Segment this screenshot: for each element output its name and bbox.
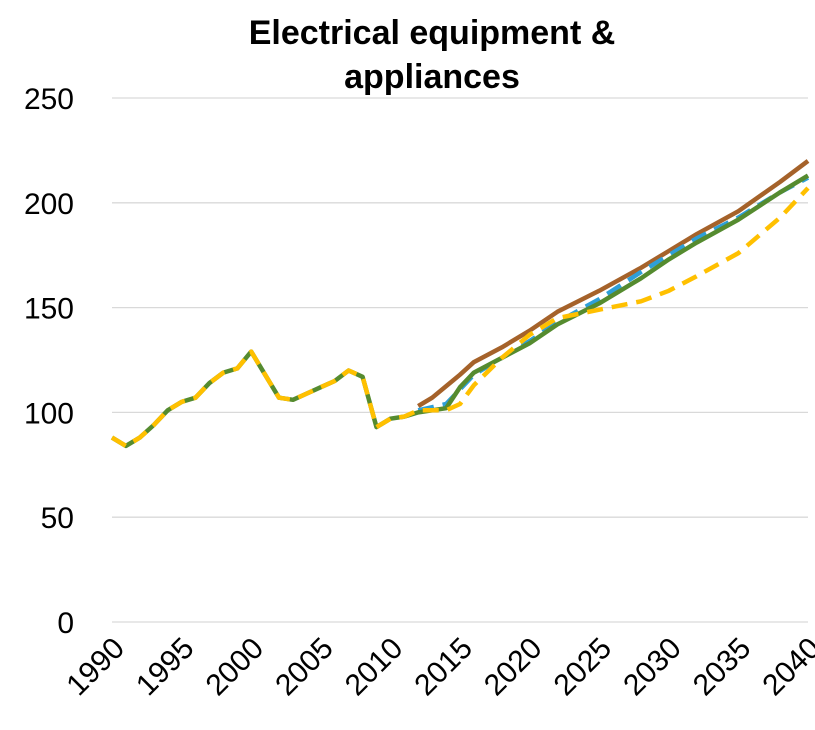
chart-title-line-2: appliances — [344, 58, 520, 96]
x-tick-label-2005: 2005 — [269, 632, 340, 703]
x-tick-label-2025: 2025 — [548, 632, 619, 703]
y-tick-label-250: 250 — [24, 83, 74, 116]
series-line-4 — [110, 186, 810, 449]
x-tick-label-2010: 2010 — [339, 632, 410, 703]
series-lines — [110, 159, 810, 449]
x-tick-label-2000: 2000 — [200, 632, 271, 703]
y-tick-label-100: 100 — [24, 397, 74, 430]
x-tick-label-2035: 2035 — [687, 632, 758, 703]
chart-title-line-1: Electrical equipment & — [249, 14, 616, 52]
x-tick-label-2040: 2040 — [756, 632, 815, 703]
x-tick-label-2030: 2030 — [617, 632, 688, 703]
series-line-1 — [417, 159, 810, 409]
x-tick-label-2020: 2020 — [478, 632, 549, 703]
y-axis-tick-labels: 0 50 100 150 200 250 — [24, 83, 74, 640]
gridlines — [112, 97, 808, 623]
y-tick-label-0: 0 — [57, 607, 74, 640]
x-tick-label-1995: 1995 — [130, 632, 201, 703]
y-tick-label-200: 200 — [24, 188, 74, 221]
y-tick-label-150: 150 — [24, 293, 74, 326]
x-tick-label-2015: 2015 — [408, 632, 479, 703]
y-tick-label-50: 50 — [41, 502, 74, 535]
x-axis-tick-labels: 1990 1995 2000 2005 2010 2015 2020 2025 2030 2035… — [60, 632, 815, 703]
x-tick-label-1990: 1990 — [60, 632, 131, 703]
